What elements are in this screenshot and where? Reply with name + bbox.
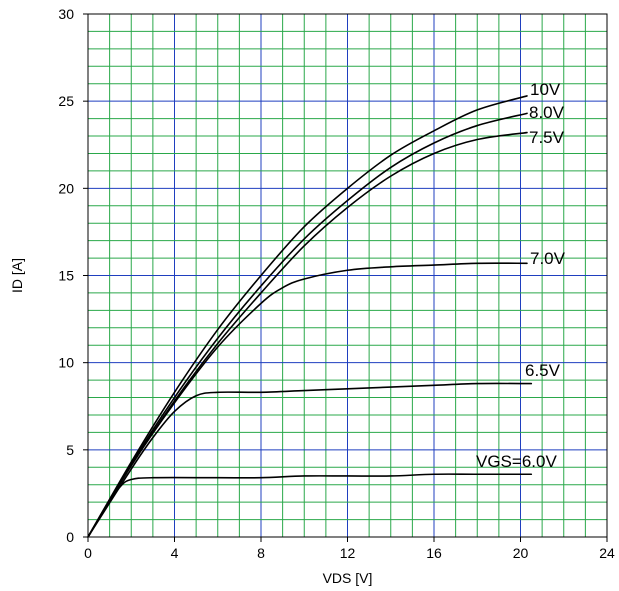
- y-tick-label: 10: [58, 355, 74, 371]
- x-tick-label: 8: [257, 545, 265, 561]
- y-tick-label: 30: [58, 6, 74, 22]
- curve-labels: 10V 8.0V 7.5V 7.0V 6.5V VGS=6.0V: [476, 80, 566, 471]
- x-axis-label: VDS [V]: [323, 570, 373, 586]
- y-tick-label: 15: [58, 268, 74, 284]
- series-line: [87, 95, 528, 538]
- series-label: 7.0V: [530, 249, 566, 268]
- ticks: 0 4 8 12 16 20 24 0 5 10 15 20 25 30: [58, 6, 615, 561]
- y-tick-label: 20: [58, 180, 74, 196]
- x-tick-label: 24: [599, 545, 615, 561]
- curves: [87, 95, 533, 538]
- series-label: 7.5V: [529, 128, 565, 147]
- series-label: 10V: [530, 80, 561, 99]
- series-label: 6.5V: [525, 361, 561, 380]
- series-line: [87, 382, 533, 538]
- x-tick-label: 12: [340, 545, 356, 561]
- series-label: VGS=6.0V: [476, 452, 557, 471]
- x-tick-label: 16: [426, 545, 442, 561]
- series-line: [87, 112, 528, 538]
- grid: [88, 14, 607, 537]
- x-tick-label: 4: [171, 545, 179, 561]
- x-tick-label: 20: [513, 545, 529, 561]
- series-line: [87, 262, 528, 538]
- y-axis-label: ID [A]: [9, 258, 25, 293]
- y-tick-label: 0: [66, 529, 74, 545]
- y-tick-label: 25: [58, 93, 74, 109]
- x-tick-label: 0: [84, 545, 92, 561]
- series-line: [87, 473, 533, 538]
- y-tick-label: 5: [66, 442, 74, 458]
- series-label: 8.0V: [529, 103, 565, 122]
